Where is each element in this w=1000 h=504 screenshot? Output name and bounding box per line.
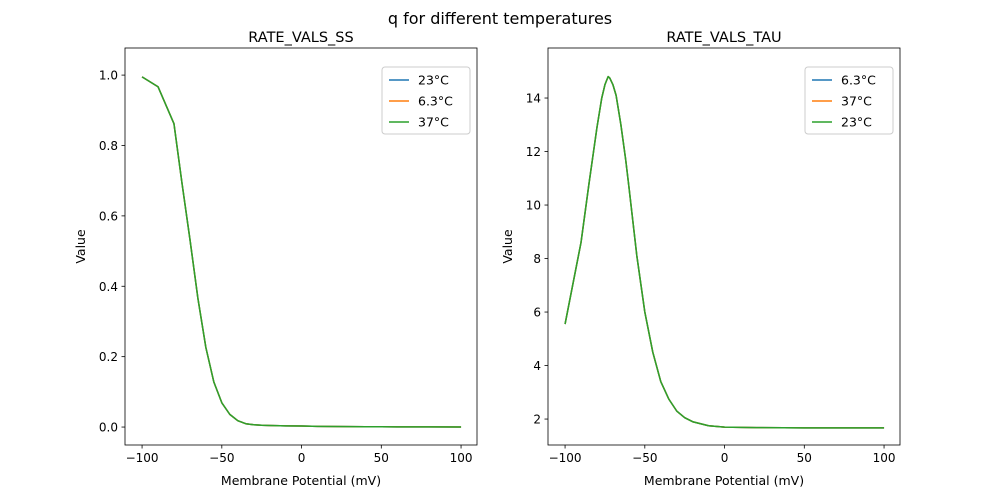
x-axis-label: Membrane Potential (mV) [644,473,804,488]
x-tick-label: −100 [549,451,582,465]
x-axis-label: Membrane Potential (mV) [221,473,381,488]
x-tick-label: −50 [209,451,234,465]
y-tick-label: 10 [526,199,541,213]
legend-label-1: 6.3°C [841,73,876,88]
subplot-title: RATE_VALS_SS [248,30,353,46]
x-tick-label: 100 [450,451,473,465]
axes-frame [547,47,901,446]
figure-title: q for different temperatures [388,9,612,28]
legend-box [804,66,894,135]
x-tick-label: 0 [721,451,729,465]
y-tick-label: 0.0 [99,421,118,435]
legend-box [381,66,471,135]
legend-label-2: 37°C [841,94,872,109]
legend-label-3: 37°C [418,115,449,130]
subplot-2: −100 −50 0 50 100 2 4 6 8 10 12 14 RATE_VALS_TAU Memb… [500,30,901,488]
subplot-1: −100 −50 0 50 100 0.0 0.2 0.4 0.6 0.8 1.0 RATE_VALS… [73,30,478,488]
y-tick-label: 14 [526,92,541,106]
y-tick-label: 6 [533,306,541,320]
y-tick-label: 0.4 [99,280,118,294]
x-tick-label: 50 [374,451,389,465]
y-tick-label: 2 [533,413,541,427]
x-tick-label: −50 [632,451,657,465]
y-tick-label: 4 [533,359,541,373]
y-tick-label: 8 [533,252,541,266]
legend: 6.3°C 37°C 23°C [804,66,894,135]
y-tick-label: 12 [526,145,541,159]
series-line-3 [141,76,462,428]
legend-label-1: 23°C [418,73,449,88]
x-tick-label: 0 [298,451,306,465]
axes-frame [124,47,478,446]
x-tick-label: 50 [797,451,812,465]
series-line-3 [564,75,885,429]
y-tick-label: 0.2 [99,350,118,364]
y-axis-label: Value [500,229,515,264]
y-tick-label: 0.6 [99,209,118,223]
subplot-title: RATE_VALS_TAU [666,30,781,46]
legend: 23°C 6.3°C 37°C [381,66,471,135]
y-axis-label: Value [73,229,88,264]
y-tick-label: 1.0 [99,69,118,83]
y-tick-label: 0.8 [99,139,118,153]
x-tick-label: 100 [873,451,896,465]
legend-label-2: 6.3°C [418,94,453,109]
x-tick-label: −100 [126,451,159,465]
legend-label-3: 23°C [841,115,872,130]
